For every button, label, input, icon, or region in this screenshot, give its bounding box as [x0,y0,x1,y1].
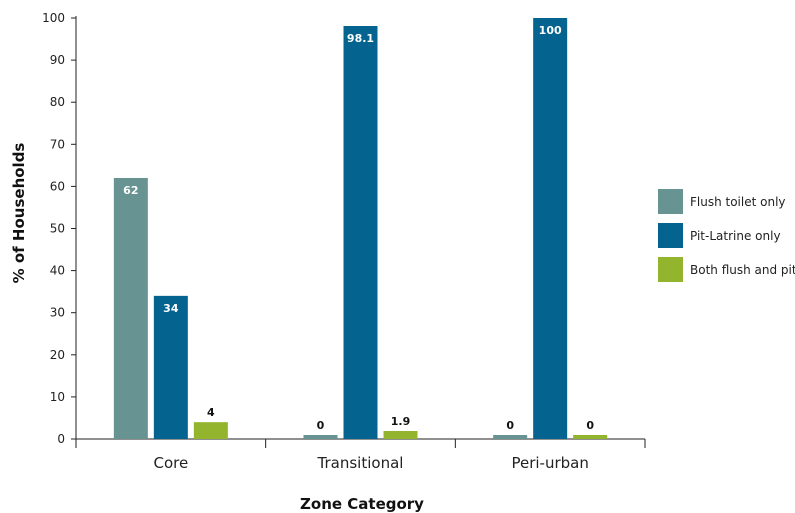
bar-flush-toilet-only-core [113,177,148,440]
bar-flush-toilet-only-transitional [303,435,338,439]
bar-value-label: 0 [506,419,514,432]
legend: Flush toilet only Pit-Latrine only Both fl… [658,189,795,282]
y-tick-label: 70 [50,137,65,151]
bar-pit-latrine-only-core [153,295,188,439]
bar-value-label: 100 [539,24,562,37]
bar-both-flush-and-pit-transitional [383,431,418,439]
bar-both-flush-and-pit-peri-urban [573,435,608,439]
x-category-label: Core [153,454,188,472]
bar-value-label: 0 [586,419,594,432]
bar-flush-toilet-only-peri-urban [493,435,528,439]
bar-pit-latrine-only-transitional [343,25,378,440]
y-tick-label: 50 [50,222,65,236]
y-tick-label: 40 [50,264,65,278]
bar-value-label: 0 [317,419,325,432]
y-tick-label: 100 [42,11,65,25]
bar-value-label: 34 [163,302,179,315]
bar-value-label: 62 [123,184,138,197]
y-axis-title: % of Households [10,143,28,284]
legend-label: Pit-Latrine only [690,229,781,243]
y-tick-label: 0 [57,432,65,446]
y-tick-label: 60 [50,179,65,193]
legend-label: Both flush and pit [690,263,795,277]
legend-swatch [658,223,683,248]
y-tick-label: 10 [50,390,65,404]
x-axis-title: Zone Category [300,495,424,513]
bar-value-label: 4 [207,406,215,419]
x-category-label: Peri-urban [511,454,588,472]
y-tick-label: 90 [50,53,65,67]
y-tick-label: 80 [50,95,65,109]
bar-pit-latrine-only-peri-urban [533,18,568,439]
value-labels: 62 0 0 34 98.1 100 4 1.9 0 [123,24,594,432]
bar-value-label: 1.9 [391,415,411,428]
bars [113,18,608,440]
y-axis: 0 10 20 30 40 50 60 70 80 90 100 [42,11,77,446]
legend-swatch [658,189,683,214]
x-axis: Core Transitional Peri-urban [75,438,646,472]
y-tick-label: 30 [50,306,65,320]
bar-value-label: 98.1 [347,32,374,45]
bar-both-flush-and-pit-core [193,422,228,439]
legend-label: Flush toilet only [690,195,786,209]
x-category-label: Transitional [317,454,404,472]
y-tick-label: 20 [50,348,65,362]
legend-swatch [658,257,683,282]
